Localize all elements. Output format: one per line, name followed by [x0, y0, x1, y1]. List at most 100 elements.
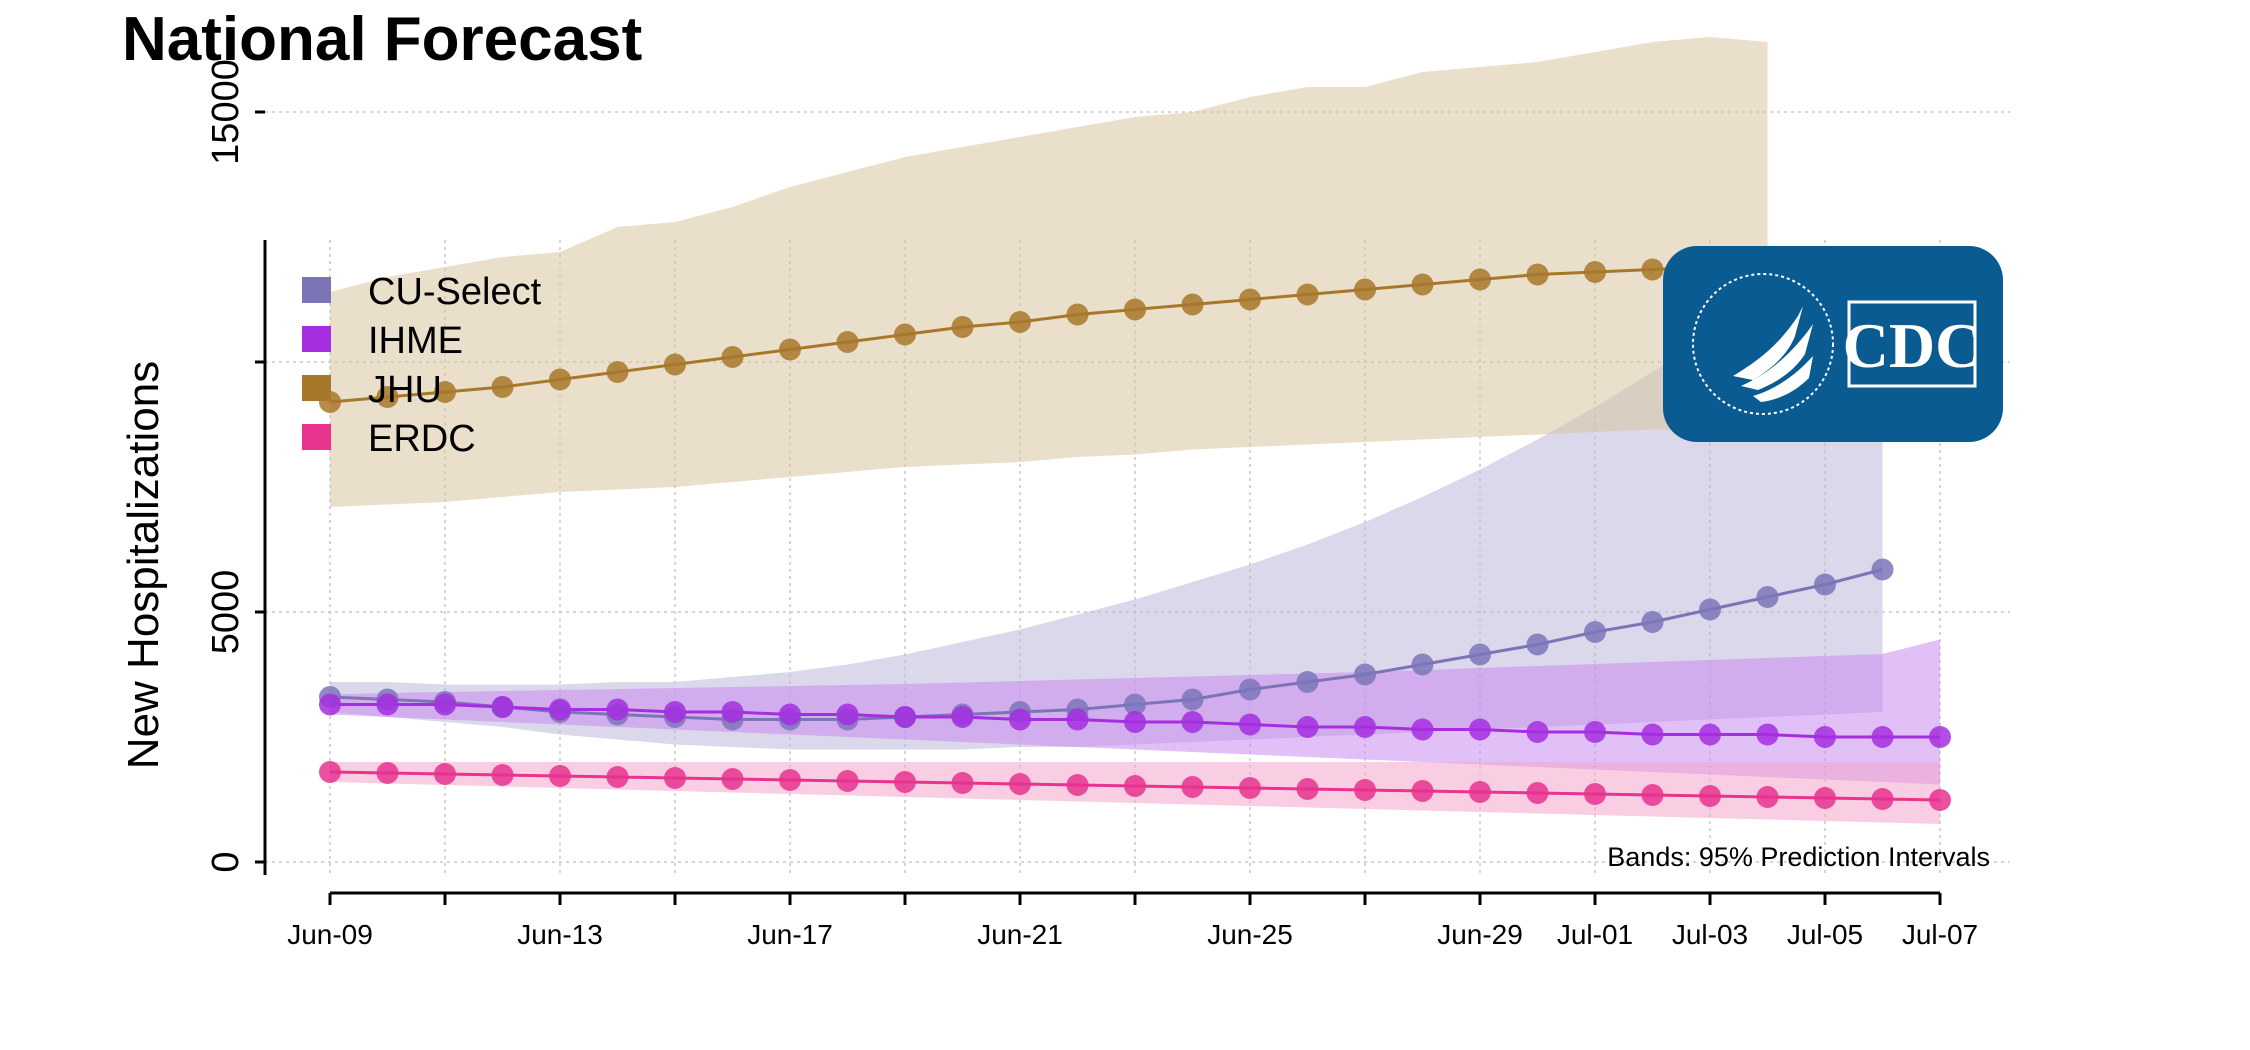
point-erdc: [1066, 774, 1089, 796]
x-tick-label: Jun-29: [1437, 919, 1523, 950]
x-tick-label: Jul-03: [1672, 919, 1748, 950]
point-ihme: [836, 703, 859, 726]
cdc-logo: CDC: [1663, 246, 2003, 442]
point-cu-select: [1354, 663, 1376, 686]
legend-label-erdc: ERDC: [368, 418, 476, 460]
point-erdc: [1009, 773, 1031, 795]
point-ihme: [1124, 711, 1146, 733]
point-ihme: [1584, 721, 1606, 743]
point-erdc: [1411, 780, 1434, 802]
point-erdc: [1469, 781, 1491, 803]
x-tick-label: Jun-17: [747, 919, 833, 950]
point-ihme: [951, 706, 974, 728]
band-jhu: [330, 37, 1768, 507]
point-ihme: [549, 698, 571, 721]
point-jhu: [1526, 263, 1549, 286]
point-cu-select: [1584, 621, 1606, 643]
point-jhu: [434, 381, 456, 403]
point-erdc: [319, 761, 341, 783]
point-erdc: [434, 763, 456, 785]
point-erdc: [606, 766, 629, 788]
axes: 0 5000 15000 Jun-09 Jun-13 Jun-17 Jun-21 Jun-25…: [119, 59, 1978, 950]
point-jhu: [376, 386, 399, 408]
legend-swatch-erdc: [302, 424, 331, 450]
point-jhu: [1181, 293, 1204, 316]
legend-label-ihme: IHME: [368, 320, 463, 362]
point-jhu: [951, 316, 974, 338]
point-ihme: [1871, 726, 1894, 748]
point-ihme: [1239, 713, 1261, 736]
point-jhu: [836, 331, 859, 353]
point-ihme: [1756, 723, 1779, 746]
page-title: National Forecast: [122, 5, 643, 74]
legend-swatch-ihme: [302, 326, 331, 352]
legend-swatch-cu-select: [302, 277, 331, 303]
point-erdc: [894, 771, 916, 793]
point-ihme: [606, 698, 629, 721]
series-points: [319, 253, 1951, 811]
point-erdc: [951, 772, 974, 794]
point-erdc: [1181, 776, 1204, 798]
point-erdc: [1871, 788, 1894, 810]
y-axis-label: New Hospitalizations: [119, 361, 168, 769]
point-erdc: [376, 762, 399, 784]
point-ihme: [1699, 723, 1721, 746]
point-cu-select: [1756, 586, 1779, 608]
point-ihme: [894, 706, 916, 728]
point-cu-select: [1641, 611, 1664, 633]
point-erdc: [1699, 785, 1721, 807]
point-ihme: [1641, 723, 1664, 746]
point-jhu: [1411, 273, 1434, 296]
point-jhu: [1296, 283, 1319, 306]
point-erdc: [721, 768, 744, 790]
point-cu-select: [1124, 693, 1146, 716]
point-jhu: [491, 376, 514, 398]
point-ihme: [434, 693, 456, 716]
point-ihme: [721, 701, 744, 723]
point-ihme: [376, 693, 399, 716]
point-jhu: [1641, 258, 1664, 281]
point-jhu: [1066, 303, 1089, 326]
point-erdc: [1354, 779, 1376, 801]
point-cu-select: [1296, 671, 1319, 693]
point-erdc: [1641, 784, 1664, 806]
point-jhu: [894, 323, 916, 346]
point-erdc: [779, 769, 801, 791]
point-jhu: [779, 338, 801, 361]
x-tick-label: Jul-07: [1902, 919, 1978, 950]
point-ihme: [1411, 718, 1434, 741]
legend: CU-Select IHME JHU ERDC: [302, 271, 542, 460]
point-erdc: [1124, 775, 1146, 797]
line-cu-select: [329, 568, 1883, 721]
point-jhu: [549, 368, 571, 391]
x-tick-label: Jun-21: [977, 919, 1063, 950]
point-cu-select: [1239, 678, 1261, 701]
point-cu-select: [1181, 688, 1204, 711]
point-cu-select: [1411, 653, 1434, 676]
point-jhu: [606, 361, 629, 383]
point-ihme: [1009, 708, 1031, 731]
point-erdc: [1584, 783, 1606, 805]
point-erdc: [491, 764, 514, 786]
x-tick-label: Jun-13: [517, 919, 603, 950]
point-ihme: [779, 703, 801, 726]
point-erdc: [836, 770, 859, 792]
point-ihme: [1181, 711, 1204, 733]
y-tick-label: 5000: [205, 570, 247, 655]
point-jhu: [1469, 268, 1491, 291]
cdc-logo-text: CDC: [1843, 310, 1982, 381]
point-ihme: [491, 696, 514, 718]
legend-label-cu-select: CU-Select: [368, 271, 542, 313]
point-cu-select: [1814, 573, 1836, 596]
point-jhu: [721, 346, 744, 368]
point-ihme: [664, 701, 686, 723]
point-erdc: [1814, 787, 1836, 809]
point-erdc: [1929, 789, 1951, 811]
x-tick-label: Jun-09: [287, 919, 373, 950]
point-cu-select: [1526, 633, 1549, 656]
y-tick-label: 15000: [205, 59, 247, 165]
point-ihme: [319, 693, 341, 716]
point-ihme: [1814, 726, 1836, 748]
point-jhu: [664, 353, 686, 376]
